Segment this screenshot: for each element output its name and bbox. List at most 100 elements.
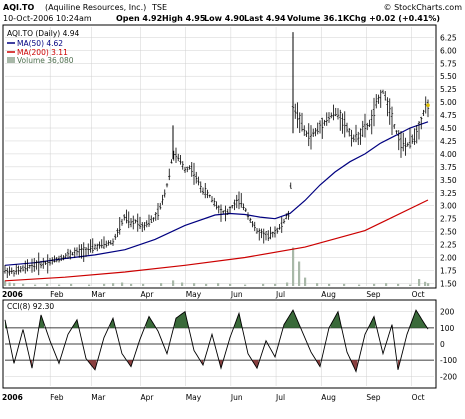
volume-bar	[244, 284, 247, 286]
volume-bars	[4, 247, 430, 286]
cci-xtick-label: Sep	[366, 393, 380, 402]
price-ytick-label: 5.00	[440, 98, 457, 107]
cci-xtick-label: Feb	[50, 393, 64, 402]
cci-xticks: 2006 Feb Mar Apr May Jun Jul Aug Sep Oct	[2, 393, 425, 402]
cci-overbought-fill	[234, 313, 242, 328]
legend-volume: Volume 36,080	[17, 56, 74, 65]
volume-bar	[205, 283, 208, 286]
cci-overbought-fill	[369, 316, 376, 328]
stockcharts-stamp: © StockCharts.com	[384, 3, 463, 12]
cci-xtick-label: Jul	[275, 393, 285, 402]
volume-bar	[34, 284, 37, 286]
price-xtick-label: Jul	[275, 290, 285, 299]
cci-xtick-label: Apr	[141, 393, 155, 402]
volume-bar	[262, 283, 265, 286]
price-grid	[5, 27, 434, 286]
price-panel-frame	[2, 24, 437, 289]
low-value: Low 4.90	[204, 14, 245, 23]
cci-ytick-label: -100	[440, 356, 457, 365]
price-xtick-label: Feb	[50, 290, 64, 299]
volume-bar	[316, 283, 319, 286]
price-ytick-label: 6.25	[440, 33, 457, 42]
change-value: Chg +0.02 (+0.41%)	[349, 14, 440, 23]
price-ytick-label: 4.75	[440, 111, 457, 120]
ma200-line	[4, 199, 429, 282]
cci-oversold-fill	[351, 360, 358, 372]
price-xtick-label: Aug	[321, 290, 336, 299]
price-ytick-label: 5.50	[440, 72, 457, 81]
volume-bar	[103, 283, 106, 286]
cci-oversold-fill	[252, 360, 259, 369]
price-xtick-label: Mar	[91, 290, 106, 299]
price-ytick-label: 5.25	[440, 85, 457, 94]
volume-bar	[343, 283, 346, 286]
volume-bar	[373, 283, 376, 286]
volume-bar	[46, 283, 49, 286]
cci-fill-areas	[5, 310, 427, 372]
price-ytick-label: 5.75	[440, 59, 457, 68]
company-name: (Aquiline Resources, Inc.)	[45, 3, 146, 12]
high-value: High 4.95	[162, 14, 206, 23]
price-ytick-label: 4.25	[440, 137, 457, 146]
legend-title: AQI.TO (Daily) 4.94	[7, 29, 80, 38]
volume-bar	[22, 283, 25, 286]
volume-bar	[424, 281, 427, 286]
volume-bar	[274, 283, 277, 286]
legend-ma200: MA(200) 3.11	[17, 48, 68, 57]
volume-bar	[292, 247, 295, 286]
cci-series-line	[4, 309, 429, 373]
cci-line	[4, 309, 429, 373]
volume-bar	[8, 282, 11, 286]
cci-overbought-fill	[72, 319, 79, 328]
price-xtick-label: Jun	[230, 290, 243, 299]
volume-bar	[88, 284, 91, 286]
price-bars	[3, 32, 430, 279]
volume-bar	[172, 280, 175, 286]
open-value: Open 4.92	[116, 14, 162, 23]
cci-xtick-label: Aug	[321, 393, 336, 402]
price-ytick-label: 2.25	[440, 241, 457, 250]
price-ytick-label: 2.75	[440, 215, 457, 224]
volume-bar	[328, 283, 331, 286]
volume-bar	[427, 283, 430, 286]
cci-overbought-fill	[174, 311, 188, 328]
price-ytick-label: 4.50	[440, 124, 457, 133]
exchange-label: TSE	[151, 3, 167, 12]
moving-average-lines	[4, 121, 429, 282]
last-price-marker	[426, 103, 430, 108]
legend-ma50: MA(50) 4.62	[17, 39, 63, 48]
price-ytick-label: 6.00	[440, 46, 457, 55]
volume-bar	[229, 283, 232, 286]
price-ytick-label: 1.50	[440, 279, 457, 288]
volume-bar	[58, 284, 61, 286]
volume-bar	[112, 283, 115, 286]
price-xtick-label: Sep	[366, 290, 380, 299]
ma50-line	[4, 121, 429, 266]
volume-bar	[193, 283, 196, 286]
price-yticks: 1.50 1.75 2.00 2.25 2.50 2.75 3.00 3.25 3.50 3.75…	[440, 33, 457, 288]
cci-overbought-fill	[410, 310, 427, 328]
volume-bar	[298, 261, 301, 286]
price-xtick-label: Apr	[141, 290, 155, 299]
price-ytick-label: 4.00	[440, 150, 457, 159]
price-ytick-label: 3.00	[440, 202, 457, 211]
price-xtick-label: May	[186, 290, 202, 299]
price-ytick-label: 2.00	[440, 254, 457, 263]
volume-bar	[409, 284, 412, 286]
volume-bar	[304, 277, 307, 286]
price-ytick-label: 2.50	[440, 228, 457, 237]
price-ytick-label: 1.75	[440, 266, 457, 275]
volume-bar	[130, 283, 133, 286]
volume-bar	[181, 282, 184, 286]
volume-bar	[70, 283, 73, 286]
symbol-title: AQI.TO	[3, 3, 34, 12]
volume-bar	[217, 283, 220, 286]
price-xtick-label: 2006	[2, 290, 23, 299]
volume-bar	[358, 284, 361, 286]
volume-bar	[4, 280, 7, 286]
cci-yticks: 200 100 0 -100 -200	[440, 308, 457, 382]
price-ytick-label: 3.25	[440, 189, 457, 198]
volume-bar	[160, 283, 163, 286]
cci-ytick-label: 0	[440, 340, 445, 349]
